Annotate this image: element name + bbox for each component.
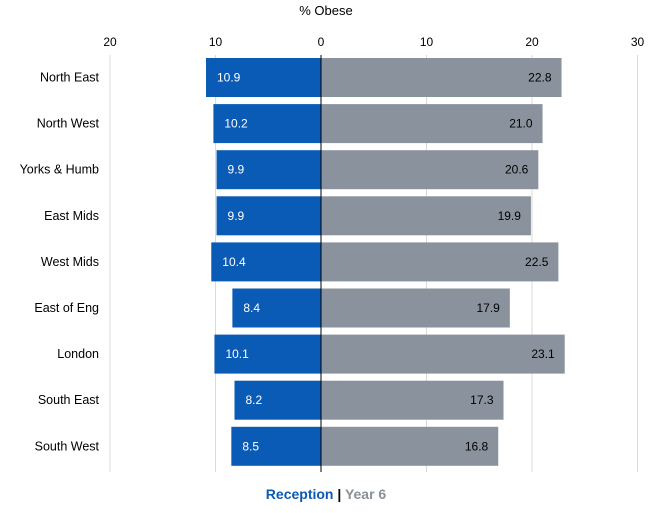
data-label-year6: 19.9 bbox=[498, 209, 522, 223]
bar-reception bbox=[234, 380, 321, 420]
category-label: East Mids bbox=[44, 209, 99, 223]
data-label-year6: 17.3 bbox=[470, 393, 494, 407]
bar-year6 bbox=[321, 150, 539, 190]
category-label: Yorks & Humb bbox=[20, 163, 99, 177]
x-tick-label: 0 bbox=[318, 35, 325, 49]
category-label: South East bbox=[38, 393, 100, 407]
bar-reception bbox=[214, 334, 321, 374]
bar-reception bbox=[231, 426, 321, 466]
bar-year6 bbox=[321, 104, 543, 144]
data-label-reception: 10.9 bbox=[217, 71, 241, 85]
category-label: East of Eng bbox=[34, 301, 99, 315]
x-tick-label: 20 bbox=[103, 35, 117, 49]
legend: Reception | Year 6 bbox=[0, 486, 652, 502]
bar-year6 bbox=[321, 288, 510, 328]
data-label-year6: 20.6 bbox=[505, 163, 529, 177]
legend-year6: Year 6 bbox=[344, 486, 387, 502]
data-label-reception: 10.1 bbox=[225, 347, 249, 361]
data-label-reception: 10.4 bbox=[222, 255, 246, 269]
legend-reception: Reception bbox=[265, 486, 334, 502]
bar-year6 bbox=[321, 242, 559, 282]
data-label-year6: 22.8 bbox=[528, 71, 552, 85]
bar-year6 bbox=[321, 196, 531, 236]
data-label-reception: 9.9 bbox=[228, 163, 245, 177]
x-tick-label: 10 bbox=[209, 35, 223, 49]
bar-reception bbox=[216, 150, 321, 190]
category-label: London bbox=[57, 347, 99, 361]
data-label-reception: 9.9 bbox=[228, 209, 245, 223]
bar-year6 bbox=[321, 426, 499, 466]
category-label: North East bbox=[40, 71, 100, 85]
legend-separator: | bbox=[337, 486, 342, 502]
bar-reception bbox=[211, 242, 321, 282]
bar-reception bbox=[232, 288, 321, 328]
bar-reception bbox=[213, 104, 321, 144]
bar-year6 bbox=[321, 334, 565, 374]
data-label-year6: 16.8 bbox=[465, 439, 489, 453]
chart-title: % Obese bbox=[299, 3, 353, 18]
x-tick-label: 10 bbox=[420, 35, 434, 49]
x-tick-label: 30 bbox=[631, 35, 645, 49]
bar-year6 bbox=[321, 380, 504, 420]
data-label-reception: 8.5 bbox=[242, 439, 259, 453]
category-label: North West bbox=[37, 117, 100, 131]
category-label: West Mids bbox=[41, 255, 99, 269]
data-label-reception: 8.4 bbox=[243, 301, 260, 315]
data-label-reception: 10.2 bbox=[224, 117, 248, 131]
data-label-year6: 22.5 bbox=[525, 255, 549, 269]
bar-reception bbox=[216, 196, 321, 236]
x-tick-label: 20 bbox=[525, 35, 539, 49]
data-label-year6: 17.9 bbox=[476, 301, 500, 315]
category-label: South West bbox=[35, 439, 100, 453]
bar-year6 bbox=[321, 58, 562, 97]
bar-reception bbox=[206, 58, 321, 97]
data-label-year6: 23.1 bbox=[531, 347, 555, 361]
data-label-year6: 21.0 bbox=[509, 117, 533, 131]
data-label-reception: 8.2 bbox=[245, 393, 262, 407]
